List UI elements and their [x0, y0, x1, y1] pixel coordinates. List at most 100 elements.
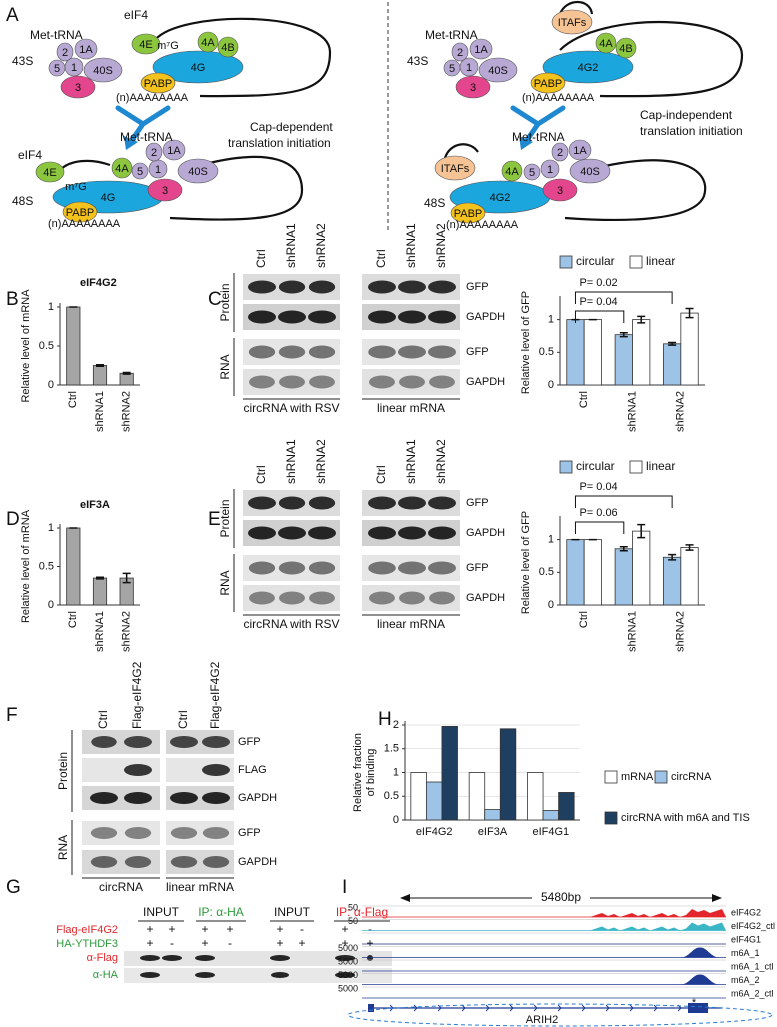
tail-label: (n)AAAAAAAA	[116, 92, 189, 104]
bar	[558, 792, 575, 821]
factor-shape	[615, 37, 637, 59]
lane-label: Flag-eIF4G2	[130, 661, 144, 729]
band	[202, 792, 230, 804]
x-tick-label: shRNA1	[94, 391, 106, 432]
coverage	[362, 909, 726, 917]
row-label: GAPDH	[238, 792, 277, 804]
factor-shape	[568, 139, 592, 161]
band	[369, 375, 395, 389]
strand-mark	[509, 1004, 514, 1012]
track-scale: 5000	[338, 943, 358, 953]
band	[368, 561, 396, 575]
factor-label: 4B	[221, 42, 234, 54]
factor-shape	[551, 9, 593, 35]
y-axis-label: Relative fraction	[352, 733, 364, 812]
factor-label: 3	[470, 82, 476, 94]
row-label: GFP	[466, 346, 489, 358]
bar	[542, 810, 560, 821]
y-tick-label: 0	[548, 379, 554, 391]
band	[398, 310, 426, 324]
band	[278, 310, 306, 324]
bar	[425, 781, 443, 821]
x-tick-label: shRNA1	[626, 611, 638, 652]
sign: +	[146, 936, 153, 950]
panel-label: F	[6, 705, 18, 726]
band	[90, 792, 118, 804]
track-name: eIF4G1	[731, 934, 761, 944]
factor-shape	[162, 139, 186, 161]
x-tick-label: shRNA1	[94, 611, 106, 652]
y-tick-label: 1	[48, 522, 54, 534]
panel-label: C	[208, 289, 222, 310]
row-label: GAPDH	[466, 592, 505, 604]
band	[399, 375, 425, 389]
factor-label: 4E	[43, 167, 56, 179]
sign: -	[300, 922, 304, 936]
factor-shape	[551, 142, 569, 162]
row-label: GAPDH	[466, 527, 505, 539]
factor-shape	[111, 157, 133, 179]
p-value: P= 0.06	[579, 507, 617, 519]
factor-label: 4A	[599, 38, 613, 50]
factor-shape	[62, 201, 98, 223]
span-head	[712, 894, 722, 902]
band	[124, 736, 152, 748]
x-tick-label: Ctrl	[67, 611, 79, 628]
sign: +	[201, 936, 208, 950]
factor-shape	[523, 163, 541, 181]
bar	[441, 726, 458, 821]
band	[308, 496, 336, 510]
significance-bracket	[574, 291, 673, 304]
row-label: GFP	[466, 562, 489, 574]
factor-shape	[443, 59, 461, 77]
factor-label: 4G2	[490, 192, 511, 204]
bar	[566, 319, 585, 386]
band	[248, 561, 276, 575]
x-tick-label: Ctrl	[578, 391, 590, 408]
bar	[410, 772, 427, 821]
band	[367, 955, 373, 961]
factor-shape	[434, 155, 476, 181]
legend-swatch	[559, 460, 573, 474]
track-name: m6A_2_ctl	[731, 988, 774, 998]
band	[195, 972, 215, 978]
span-head	[400, 894, 410, 902]
lane-label: Flag-eIF4G2	[208, 661, 222, 729]
factor-shape	[478, 57, 518, 83]
lane-label: shRNA1	[284, 223, 298, 268]
factor-label: 4G	[101, 192, 116, 204]
complex-label: eIF4	[18, 148, 42, 162]
y-axis-label: Relative level of mRNA	[20, 509, 32, 623]
group-label: circRNA with RSV	[243, 617, 339, 631]
caption: translation initiation	[228, 136, 331, 150]
track-name: m6A_1	[731, 948, 760, 958]
legend-label: circular	[576, 459, 615, 473]
sign: +	[276, 936, 283, 950]
x-tick-label: shRNA2	[675, 391, 687, 432]
name-label: 43S	[407, 54, 428, 68]
chart-title: eIF3A	[80, 499, 110, 511]
sign: +	[146, 922, 153, 936]
band	[90, 856, 118, 868]
factor-label: 1A	[573, 145, 587, 157]
factor-shape	[451, 42, 469, 62]
sign: +	[226, 922, 233, 936]
factor-label: 3	[162, 185, 168, 197]
antibody-label: α-HA	[93, 969, 119, 981]
panel-label: E	[208, 509, 221, 530]
row-label: GFP	[466, 281, 489, 293]
group-label: linear mRNA	[166, 880, 234, 894]
y-tick-label: 0.5	[384, 790, 399, 802]
band	[428, 561, 456, 575]
sign: -	[368, 922, 372, 936]
strand-mark	[533, 1004, 538, 1012]
mrna-strand	[169, 155, 304, 221]
bar	[66, 527, 81, 606]
factor-shape	[83, 57, 123, 83]
track-scale: 5000	[338, 956, 358, 966]
factor-shape	[56, 42, 74, 62]
tail-label: (n)AAAAAAAA	[446, 219, 519, 231]
condition-label: HA-YTHDF3	[56, 938, 118, 950]
strand-mark	[629, 1004, 634, 1012]
